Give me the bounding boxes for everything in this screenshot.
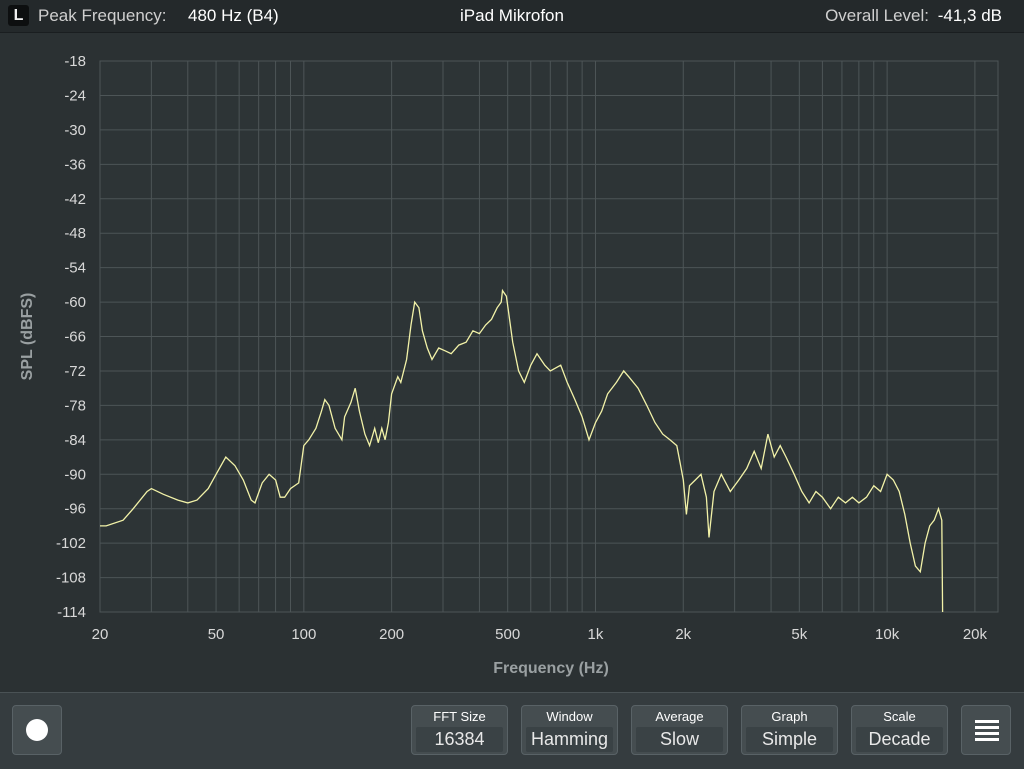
scale-label: Scale [883, 709, 916, 724]
y-tick-label: -96 [64, 501, 86, 518]
x-axis-title: Frequency (Hz) [493, 660, 609, 677]
graph-label: Graph [771, 709, 808, 724]
y-tick-label: -30 [64, 122, 86, 139]
y-tick-label: -48 [64, 225, 86, 242]
record-button[interactable] [12, 705, 62, 755]
y-tick-label: -108 [56, 570, 86, 587]
fft-size-label: FFT Size [433, 709, 486, 724]
y-tick-label: -78 [64, 397, 86, 414]
y-tick-label: -66 [64, 329, 86, 346]
y-tick-label: -54 [64, 260, 86, 277]
y-tick-label: -18 [64, 53, 86, 70]
x-tick-label: 500 [495, 626, 520, 643]
channel-badge[interactable]: L [8, 5, 29, 26]
x-tick-label: 50 [208, 626, 225, 643]
x-tick-label: 20 [92, 626, 109, 643]
average-label: Average [655, 709, 704, 724]
y-tick-label: -24 [64, 87, 86, 104]
tick-labels: -18 -24 -30 -36 -42 -48 -54 -60 -66 -72 -78 -84 -90 -… [56, 53, 988, 643]
bottom-toolbar: FFT Size 16384 Window Hamming Average Sl… [0, 692, 1024, 769]
overall-level-label: Overall Level: [825, 6, 929, 25]
fft-size-button[interactable]: FFT Size 16384 [411, 705, 508, 755]
x-tick-label: 200 [379, 626, 404, 643]
y-tick-label: -90 [64, 466, 86, 483]
x-tick-label: 100 [291, 626, 316, 643]
average-button[interactable]: Average Slow [631, 705, 728, 755]
graph-button[interactable]: Graph Simple [741, 705, 838, 755]
graph-value: Simple [746, 727, 833, 752]
x-tick-label: 5k [791, 626, 807, 643]
spectrum-trace [100, 288, 944, 613]
fft-size-value: 16384 [416, 727, 503, 752]
y-axis-title: SPL (dBFS) [19, 293, 36, 381]
x-tick-label: 20k [963, 626, 988, 643]
top-status-bar: L Peak Frequency: 480 Hz (B4) iPad Mikro… [0, 0, 1024, 33]
y-tick-label: -72 [64, 363, 86, 380]
grid-lines [99, 60, 998, 613]
peak-frequency-value: 480 Hz (B4) [188, 6, 279, 25]
average-value: Slow [636, 727, 723, 752]
y-tick-label: -42 [64, 191, 86, 208]
scale-value: Decade [856, 727, 943, 752]
y-tick-label: -114 [57, 604, 86, 621]
y-tick-label: -36 [64, 156, 86, 173]
x-tick-label: 1k [588, 626, 604, 643]
window-button[interactable]: Window Hamming [521, 705, 618, 755]
peak-frequency-label: Peak Frequency: [38, 6, 167, 25]
window-value: Hamming [526, 727, 613, 752]
y-tick-label: -60 [64, 294, 86, 311]
menu-button[interactable] [961, 705, 1011, 755]
scale-button[interactable]: Scale Decade [851, 705, 948, 755]
overall-level-value: -41,3 dB [937, 6, 1002, 25]
record-icon [26, 719, 48, 741]
spectrum-chart[interactable]: -18 -24 -30 -36 -42 -48 -54 -60 -66 -72 -78 -84 -90 -… [0, 33, 1024, 692]
window-label: Window [546, 709, 593, 724]
x-tick-label: 2k [675, 626, 691, 643]
y-tick-label: -102 [56, 535, 86, 552]
y-tick-label: -84 [64, 432, 86, 449]
x-tick-label: 10k [875, 626, 900, 643]
